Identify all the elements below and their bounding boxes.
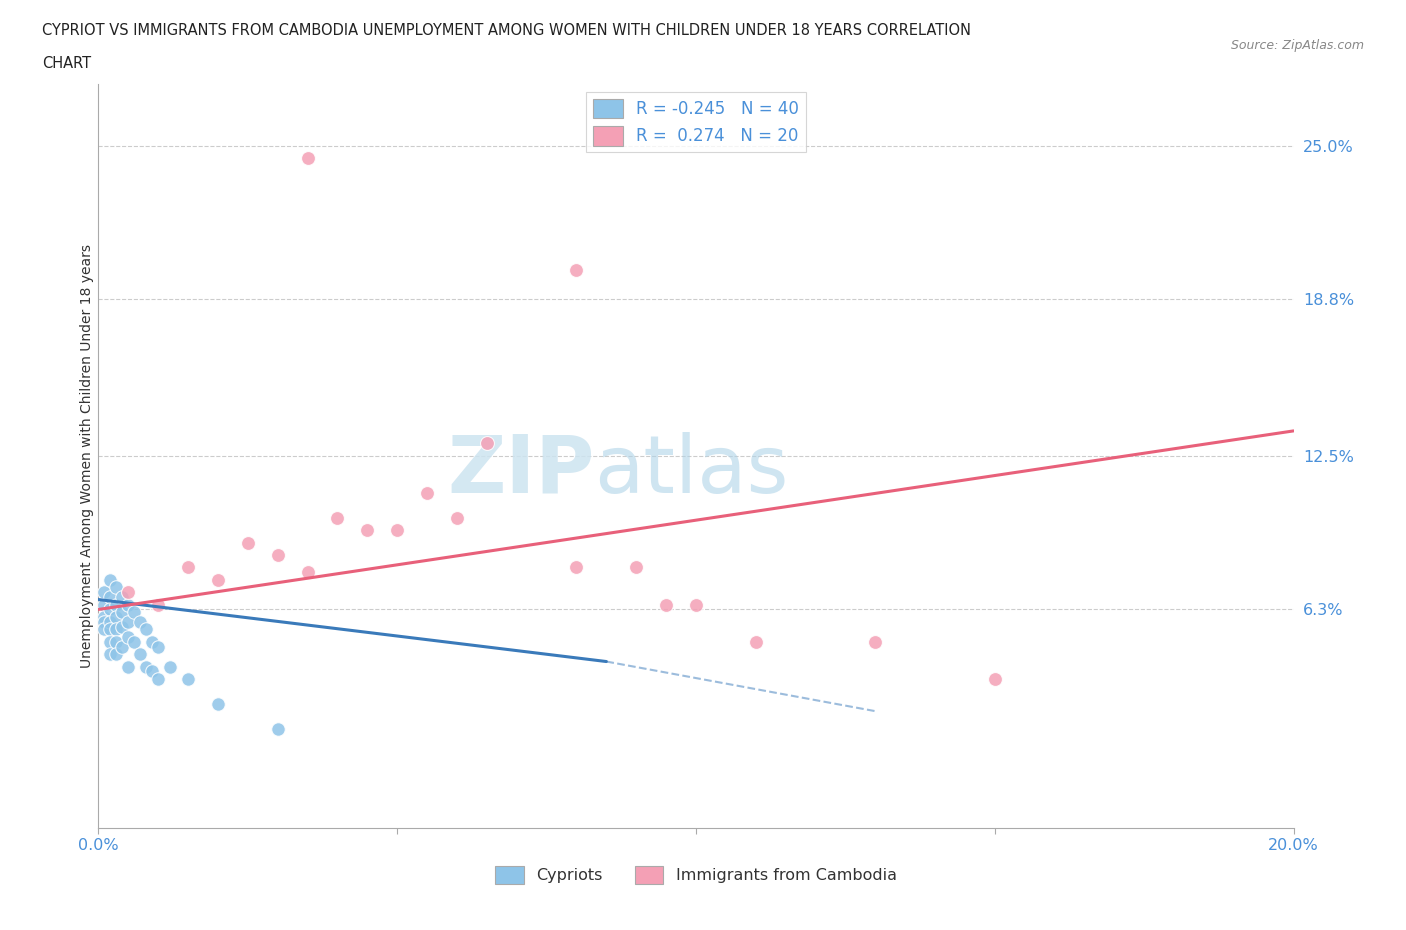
Point: [111, 639, 134, 654]
Point: [207, 572, 229, 587]
Point: [207, 697, 229, 711]
Point: [416, 485, 439, 500]
Point: [111, 590, 134, 604]
Point: [236, 535, 259, 550]
Point: [446, 511, 468, 525]
Point: [105, 622, 128, 637]
Point: [100, 572, 122, 587]
Point: [93, 609, 115, 624]
Point: [267, 548, 290, 563]
Point: [177, 560, 200, 575]
Point: [135, 622, 157, 637]
Point: [745, 634, 768, 649]
Point: [148, 639, 170, 654]
Point: [655, 597, 678, 612]
Point: [100, 634, 122, 649]
Point: [475, 436, 498, 451]
Point: [117, 659, 139, 674]
Point: [117, 585, 139, 600]
Point: [685, 597, 707, 612]
Point: [100, 602, 122, 617]
Point: [141, 634, 163, 649]
Point: [297, 565, 319, 579]
Point: [105, 646, 128, 661]
Point: [297, 151, 319, 166]
Text: Source: ZipAtlas.com: Source: ZipAtlas.com: [1230, 39, 1364, 52]
Point: [565, 560, 588, 575]
Point: [100, 615, 122, 630]
Text: CHART: CHART: [42, 56, 91, 71]
Point: [93, 597, 115, 612]
Point: [100, 622, 122, 637]
Point: [865, 634, 887, 649]
Point: [100, 590, 122, 604]
Point: [148, 597, 170, 612]
Point: [129, 615, 152, 630]
Point: [984, 671, 1007, 686]
Point: [105, 609, 128, 624]
Point: [177, 671, 200, 686]
Point: [129, 646, 152, 661]
Point: [626, 560, 648, 575]
Point: [105, 597, 128, 612]
Point: [105, 579, 128, 594]
Point: [117, 597, 139, 612]
Point: [117, 630, 139, 644]
Point: [356, 523, 378, 538]
Point: [565, 262, 588, 277]
Point: [93, 622, 115, 637]
Text: CYPRIOT VS IMMIGRANTS FROM CAMBODIA UNEMPLOYMENT AMONG WOMEN WITH CHILDREN UNDER: CYPRIOT VS IMMIGRANTS FROM CAMBODIA UNEM…: [42, 23, 972, 38]
Point: [93, 615, 115, 630]
Point: [124, 634, 146, 649]
Point: [111, 604, 134, 619]
Point: [124, 604, 146, 619]
Point: [159, 659, 181, 674]
Point: [93, 585, 115, 600]
Y-axis label: Unemployment Among Women with Children Under 18 years: Unemployment Among Women with Children U…: [80, 244, 94, 668]
Point: [117, 615, 139, 630]
Point: [111, 619, 134, 634]
Point: [267, 721, 290, 736]
Point: [385, 523, 409, 538]
Point: [105, 634, 128, 649]
Text: atlas: atlas: [595, 432, 789, 510]
Point: [141, 664, 163, 679]
Point: [135, 659, 157, 674]
Point: [326, 511, 349, 525]
Point: [100, 646, 122, 661]
Point: [148, 671, 170, 686]
Text: ZIP: ZIP: [447, 432, 595, 510]
Legend: Cypriots, Immigrants from Cambodia: Cypriots, Immigrants from Cambodia: [488, 859, 904, 890]
